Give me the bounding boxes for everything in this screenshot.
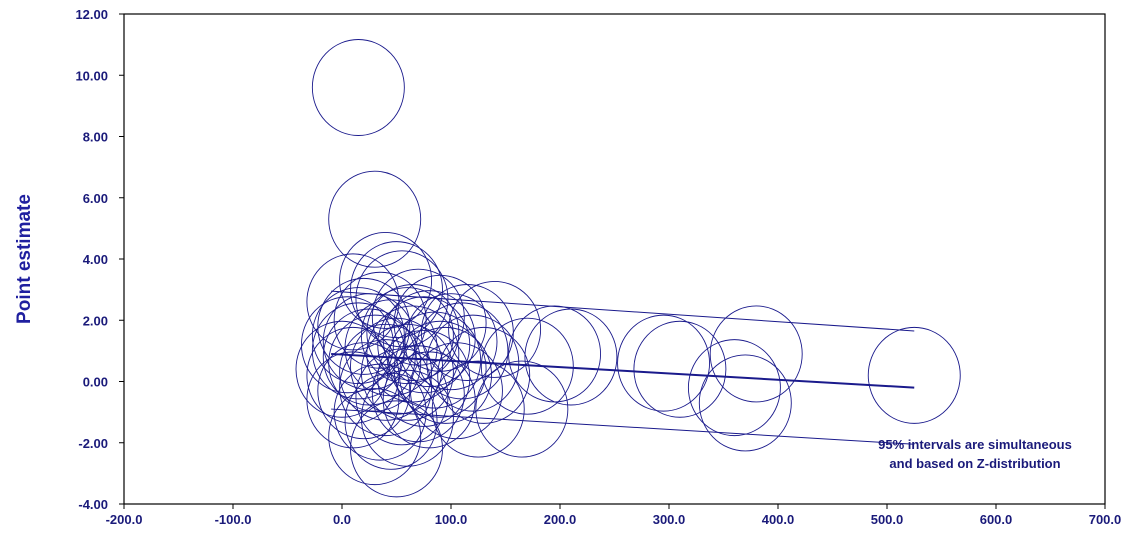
point-marker <box>339 231 433 329</box>
point-marker <box>709 305 803 403</box>
point-marker <box>360 323 454 421</box>
point-marker <box>475 360 569 458</box>
point-marker <box>328 388 422 486</box>
fitted-line <box>331 352 915 389</box>
axes <box>119 13 1106 509</box>
x-tick-label: 100.0 <box>435 512 468 527</box>
y-tick-label: 6.00 <box>83 191 108 206</box>
point-marker <box>317 277 411 375</box>
y-axis-title: Point estimate <box>14 194 35 324</box>
point-marker <box>377 329 471 427</box>
y-tick-label: 4.00 <box>83 252 108 267</box>
point-marker <box>448 280 542 378</box>
point-marker <box>399 326 492 424</box>
point-marker <box>311 39 405 136</box>
point-marker <box>393 320 487 418</box>
point-marker <box>328 170 422 268</box>
point-marker <box>404 293 498 391</box>
markers <box>295 39 961 498</box>
y-tick-label: 8.00 <box>83 130 108 145</box>
point-marker <box>480 317 574 415</box>
y-tick-label: 10.00 <box>75 68 108 83</box>
point-marker <box>371 345 465 443</box>
point-marker <box>317 342 411 440</box>
point-marker <box>344 299 438 397</box>
point-marker <box>306 351 400 449</box>
y-tick-label: -4.00 <box>78 497 108 512</box>
x-tick-label: 500.0 <box>871 512 904 527</box>
point-marker <box>301 296 394 394</box>
point-marker <box>311 302 405 400</box>
labels: -200.0 -100.0 0.0 100.0 200.0 300.0 400.0 500.0… <box>14 7 1121 527</box>
x-tick-label: 600.0 <box>980 512 1013 527</box>
point-marker <box>867 326 961 424</box>
annotation-line: and based on Z-distribution <box>889 456 1060 471</box>
point-marker <box>420 284 514 381</box>
point-marker <box>339 339 433 437</box>
annotation-line: 95% intervals are simultaneous <box>878 437 1072 452</box>
y-tick-label: -2.00 <box>78 436 108 451</box>
point-marker <box>415 302 509 400</box>
y-tick-label: 12.00 <box>75 7 108 22</box>
upper-bound-line <box>331 290 915 332</box>
x-tick-label: 700.0 <box>1089 512 1122 527</box>
point-marker <box>687 339 781 437</box>
point-marker <box>617 314 710 412</box>
point-marker <box>437 326 531 424</box>
point-marker <box>426 314 520 412</box>
point-marker <box>524 308 618 406</box>
point-marker <box>328 314 422 412</box>
y-tick-label: 0.00 <box>83 375 108 390</box>
x-tick-label: 200.0 <box>544 512 577 527</box>
x-tick-label: -100.0 <box>215 512 252 527</box>
regression-lines <box>331 290 915 445</box>
x-tick-label: -200.0 <box>106 512 143 527</box>
point-marker <box>366 284 460 381</box>
x-tick-label: 400.0 <box>762 512 795 527</box>
plot-frame <box>123 13 1106 505</box>
point-marker <box>311 287 405 385</box>
point-marker <box>360 369 454 467</box>
point-marker <box>431 360 525 458</box>
point-marker <box>339 323 433 421</box>
x-tick-label: 300.0 <box>653 512 686 527</box>
point-marker <box>306 253 400 351</box>
point-marker <box>306 326 400 424</box>
lower-bound-line <box>331 408 915 445</box>
x-tick-label: 0.0 <box>333 512 351 527</box>
y-tick-label: 2.00 <box>83 313 108 328</box>
point-marker <box>633 320 727 418</box>
point-marker <box>508 305 601 403</box>
point-marker <box>698 354 792 452</box>
